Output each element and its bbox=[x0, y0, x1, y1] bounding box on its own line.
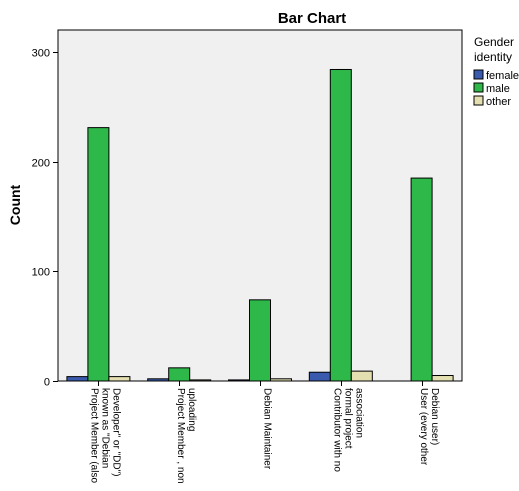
y-tick-label: 200 bbox=[32, 158, 50, 170]
bar-other bbox=[350, 370, 373, 382]
bar-male bbox=[410, 177, 433, 382]
legend-swatch-other bbox=[473, 95, 484, 106]
x-tick-label: Project Member (also bbox=[89, 388, 100, 483]
bar-male bbox=[168, 367, 191, 382]
y-tick-label: 0 bbox=[44, 377, 50, 389]
bar-male bbox=[329, 68, 352, 382]
legend-label-male: male bbox=[486, 83, 510, 95]
bar-other bbox=[431, 375, 454, 382]
legend-title-line-1: Gender bbox=[474, 35, 514, 49]
bar-female bbox=[308, 371, 331, 382]
x-tick-label: Contributor with no bbox=[332, 388, 343, 472]
bar-series-group bbox=[66, 68, 454, 382]
y-axis: 0 100 200 300 bbox=[32, 30, 59, 389]
legend-title-line-2: identity bbox=[474, 50, 512, 64]
x-tick-label: formal project bbox=[343, 388, 354, 449]
x-axis: Project Member (also known as "Debian Deve… bbox=[58, 380, 462, 484]
x-tick-label: Developer" or "DD") bbox=[111, 388, 122, 476]
x-tick-label: Debian user) bbox=[429, 388, 440, 445]
legend-swatch-male bbox=[473, 82, 484, 93]
legend-label-female: female bbox=[486, 70, 519, 82]
bar-male bbox=[249, 299, 271, 382]
bar-male bbox=[87, 127, 110, 382]
y-tick-label: 100 bbox=[32, 267, 50, 279]
x-tick-label: association bbox=[354, 388, 365, 438]
x-tick-label: Project Member , non bbox=[175, 388, 186, 484]
legend-swatch-female bbox=[473, 69, 484, 80]
y-tick-label: 300 bbox=[32, 48, 50, 60]
x-tick-label: User (every other bbox=[418, 388, 429, 466]
bar-other bbox=[108, 376, 131, 382]
legend-label-other: other bbox=[486, 96, 511, 108]
x-tick-label: Debian Maintainer bbox=[262, 388, 273, 470]
chart-title: Bar Chart bbox=[278, 10, 346, 27]
x-tick-label: known as "Debian bbox=[100, 388, 111, 468]
y-axis-label: Count bbox=[7, 184, 23, 225]
x-tick-label: uploading bbox=[186, 388, 197, 431]
bar-female bbox=[66, 376, 89, 382]
